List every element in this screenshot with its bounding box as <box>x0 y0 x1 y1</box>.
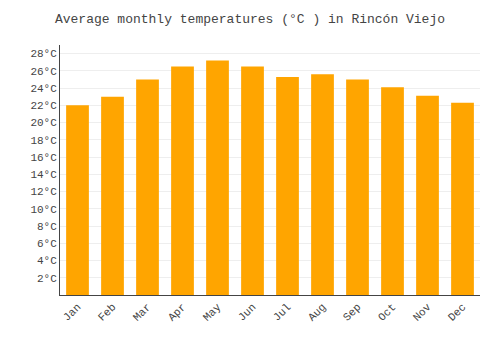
svg-text:Dec: Dec <box>446 301 468 323</box>
svg-text:18°C: 18°C <box>30 135 57 147</box>
svg-text:Apr: Apr <box>166 301 188 323</box>
svg-text:26°C: 26°C <box>30 66 57 78</box>
svg-text:4°C: 4°C <box>37 255 57 267</box>
svg-text:Jul: Jul <box>271 301 293 323</box>
svg-text:22°C: 22°C <box>30 100 57 112</box>
svg-text:28°C: 28°C <box>30 48 57 60</box>
svg-text:12°C: 12°C <box>30 186 57 198</box>
svg-text:Average monthly temperatures (: Average monthly temperatures (°C ) in Ri… <box>55 12 445 27</box>
svg-text:20°C: 20°C <box>30 117 57 129</box>
svg-text:2°C: 2°C <box>37 273 57 285</box>
svg-text:Oct: Oct <box>376 301 398 323</box>
svg-text:16°C: 16°C <box>30 152 57 164</box>
svg-text:6°C: 6°C <box>37 238 57 250</box>
svg-text:Nov: Nov <box>411 301 434 324</box>
svg-text:Aug: Aug <box>306 301 328 323</box>
svg-text:8°C: 8°C <box>37 221 57 233</box>
svg-text:Jun: Jun <box>236 301 258 323</box>
svg-text:Sep: Sep <box>341 301 363 323</box>
svg-text:Mar: Mar <box>131 301 153 323</box>
svg-text:24°C: 24°C <box>30 83 57 95</box>
svg-text:May: May <box>201 301 224 324</box>
svg-text:14°C: 14°C <box>30 169 57 181</box>
svg-text:10°C: 10°C <box>30 204 57 216</box>
svg-text:Feb: Feb <box>96 301 118 323</box>
svg-text:Jan: Jan <box>61 301 83 323</box>
